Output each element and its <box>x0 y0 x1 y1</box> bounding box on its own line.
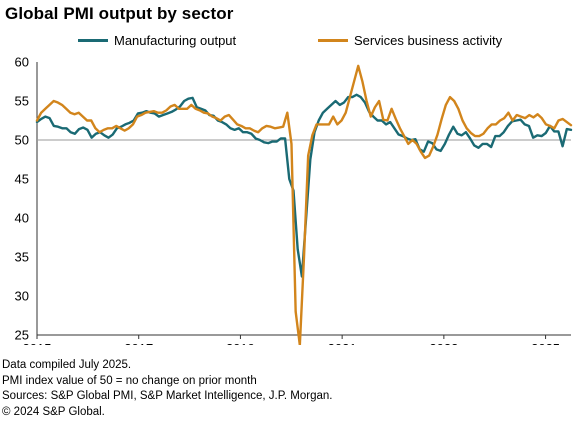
series-line-services <box>35 64 573 345</box>
y-tick-label: 40 <box>15 211 29 226</box>
note-copyright: © 2024 S&P Global. <box>2 405 105 418</box>
x-tick-label: 2019 <box>226 341 255 345</box>
line-chart: 25 30 35 40 45 50 55 60 2015 2017 2019 2021 2023 2025 <box>15 55 573 345</box>
note-pmi-definition: PMI index value of 50 = no change on pri… <box>2 374 257 387</box>
note-sources: Sources: S&P Global PMI, S&P Market Inte… <box>2 390 333 402</box>
y-tick-label: 50 <box>15 133 29 148</box>
x-tick-label: 2015 <box>23 341 52 345</box>
x-tick-label: 2025 <box>531 341 560 345</box>
legend-label-manufacturing: Manufacturing output <box>114 33 237 48</box>
y-tick-label: 55 <box>15 94 29 109</box>
x-tick-label: 2021 <box>328 341 357 345</box>
y-tick-label: 45 <box>15 172 29 187</box>
note-data-compiled: Data compiled July 2025. <box>2 359 132 371</box>
chart-notes: Data compiled July 2025. PMI index value… <box>2 358 332 420</box>
x-tick-label: 2017 <box>124 341 153 345</box>
legend-item-manufacturing: Manufacturing output <box>78 33 236 48</box>
y-tick-label: 25 <box>15 328 29 343</box>
x-tick-label: 2023 <box>429 341 458 345</box>
y-tick-label: 60 <box>15 55 29 70</box>
legend-label-services: Services business activity <box>354 33 503 48</box>
y-tick-label: 35 <box>15 250 29 265</box>
legend-item-services: Services business activity <box>318 33 502 48</box>
legend-swatch-manufacturing <box>78 39 108 42</box>
chart-title: Global PMI output by sector <box>5 4 234 23</box>
y-tick-label: 30 <box>15 289 29 304</box>
legend-swatch-services <box>318 39 348 42</box>
